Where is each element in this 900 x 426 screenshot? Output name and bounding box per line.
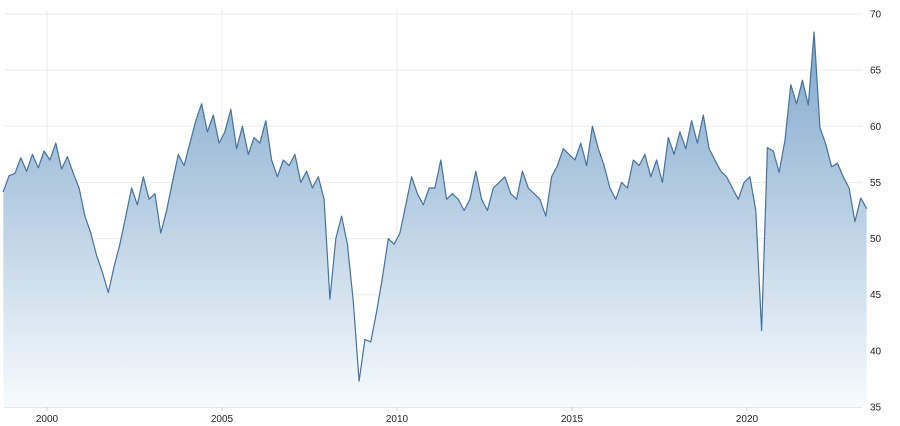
x-tick-label: 2015 [561, 414, 584, 425]
y-tick-label: 45 [870, 290, 882, 301]
y-tick-label: 50 [870, 234, 882, 245]
x-tick-label: 2000 [36, 414, 59, 425]
y-tick-label: 65 [870, 66, 882, 77]
series-line [2, 31, 868, 382]
y-tick-label: 55 [870, 178, 882, 189]
y-tick-label: 35 [870, 403, 882, 414]
y-tick-label: 60 [870, 122, 882, 133]
x-tick-label: 2020 [736, 414, 759, 425]
x-tick-label: 2010 [386, 414, 409, 425]
series-area-fill [3, 32, 867, 407]
y-tick-label: 40 [870, 346, 882, 357]
y-tick-label: 70 [870, 10, 882, 21]
x-tick-label: 2005 [211, 414, 234, 425]
